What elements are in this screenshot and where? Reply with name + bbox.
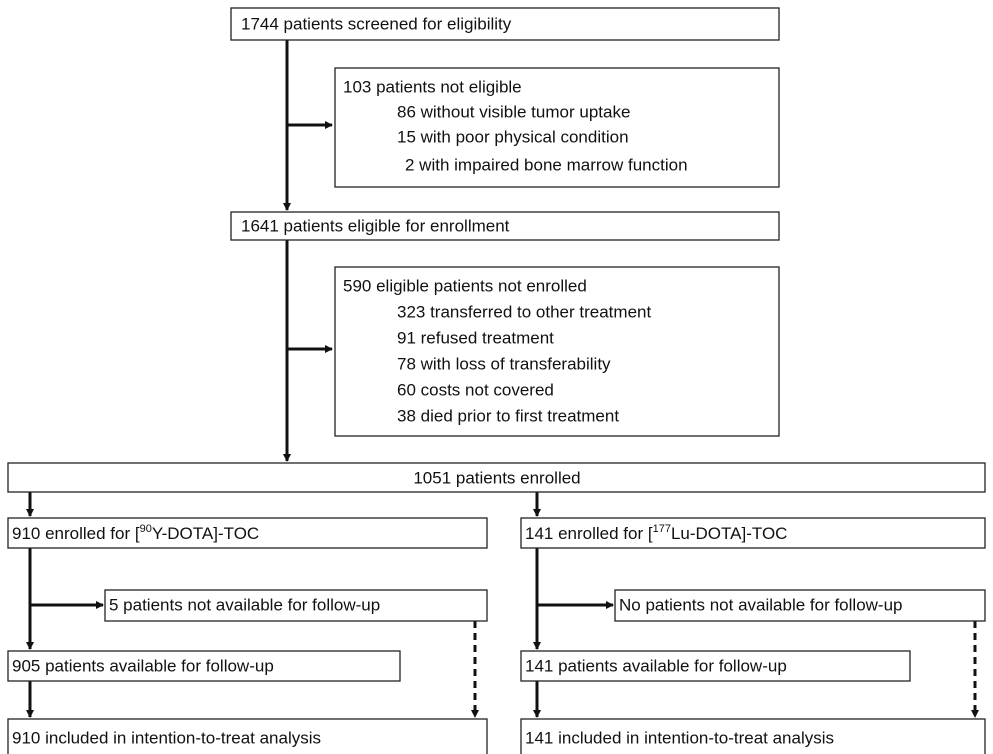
box-item: 78 with loss of transferability xyxy=(397,354,611,373)
text-part: Lu-DOTA]-TOC xyxy=(671,524,788,543)
box xyxy=(7,718,488,754)
box-title: 910 included in intention-to-treat analy… xyxy=(12,728,321,747)
superscript: 90 xyxy=(140,523,152,535)
text-part: 910 enrolled for [ xyxy=(12,524,140,543)
box xyxy=(7,517,488,549)
text-part: 141 enrolled for [ xyxy=(525,524,653,543)
box xyxy=(334,266,780,437)
connectors xyxy=(26,40,979,718)
box-title: 1744 patients screened for eligibility xyxy=(241,14,512,33)
box-title: 103 patients not eligible xyxy=(343,77,522,96)
box-title: 141 included in intention-to-treat analy… xyxy=(525,728,834,747)
text-part: Y-DOTA]-TOC xyxy=(152,524,259,543)
box xyxy=(230,211,780,241)
box-title: 905 patients available for follow-up xyxy=(12,656,274,675)
box-item: 91 refused treatment xyxy=(397,328,554,347)
box xyxy=(334,67,780,188)
box-title: 5 patients not available for follow-up xyxy=(109,595,380,614)
box xyxy=(7,650,401,682)
box xyxy=(520,650,911,682)
box-title: 141 patients available for follow-up xyxy=(525,656,787,675)
box-title: No patients not available for follow-up xyxy=(619,595,903,614)
box-title: 1641 patients eligible for enrollment xyxy=(241,216,510,235)
box xyxy=(7,462,986,493)
box-title: 590 eligible patients not enrolled xyxy=(343,276,587,295)
box xyxy=(230,7,780,41)
box-item: 2 with impaired bone marrow function xyxy=(405,155,688,174)
box-item: 60 costs not covered xyxy=(397,380,554,399)
box xyxy=(614,589,986,622)
box-item: 323 transferred to other treatment xyxy=(397,302,651,321)
box-title: 141 enrolled for [177Lu-DOTA]-TOC xyxy=(525,523,787,544)
box-item: 15 with poor physical condition xyxy=(397,127,629,146)
box xyxy=(520,517,986,549)
box-item: 86 without visible tumor uptake xyxy=(397,102,630,121)
superscript: 177 xyxy=(653,523,671,535)
box-title: 1051 patients enrolled xyxy=(413,468,580,487)
box-title: 910 enrolled for [90Y-DOTA]-TOC xyxy=(12,523,259,544)
box-item: 38 died prior to first treatment xyxy=(397,406,619,425)
box xyxy=(520,718,986,754)
box xyxy=(104,589,488,622)
